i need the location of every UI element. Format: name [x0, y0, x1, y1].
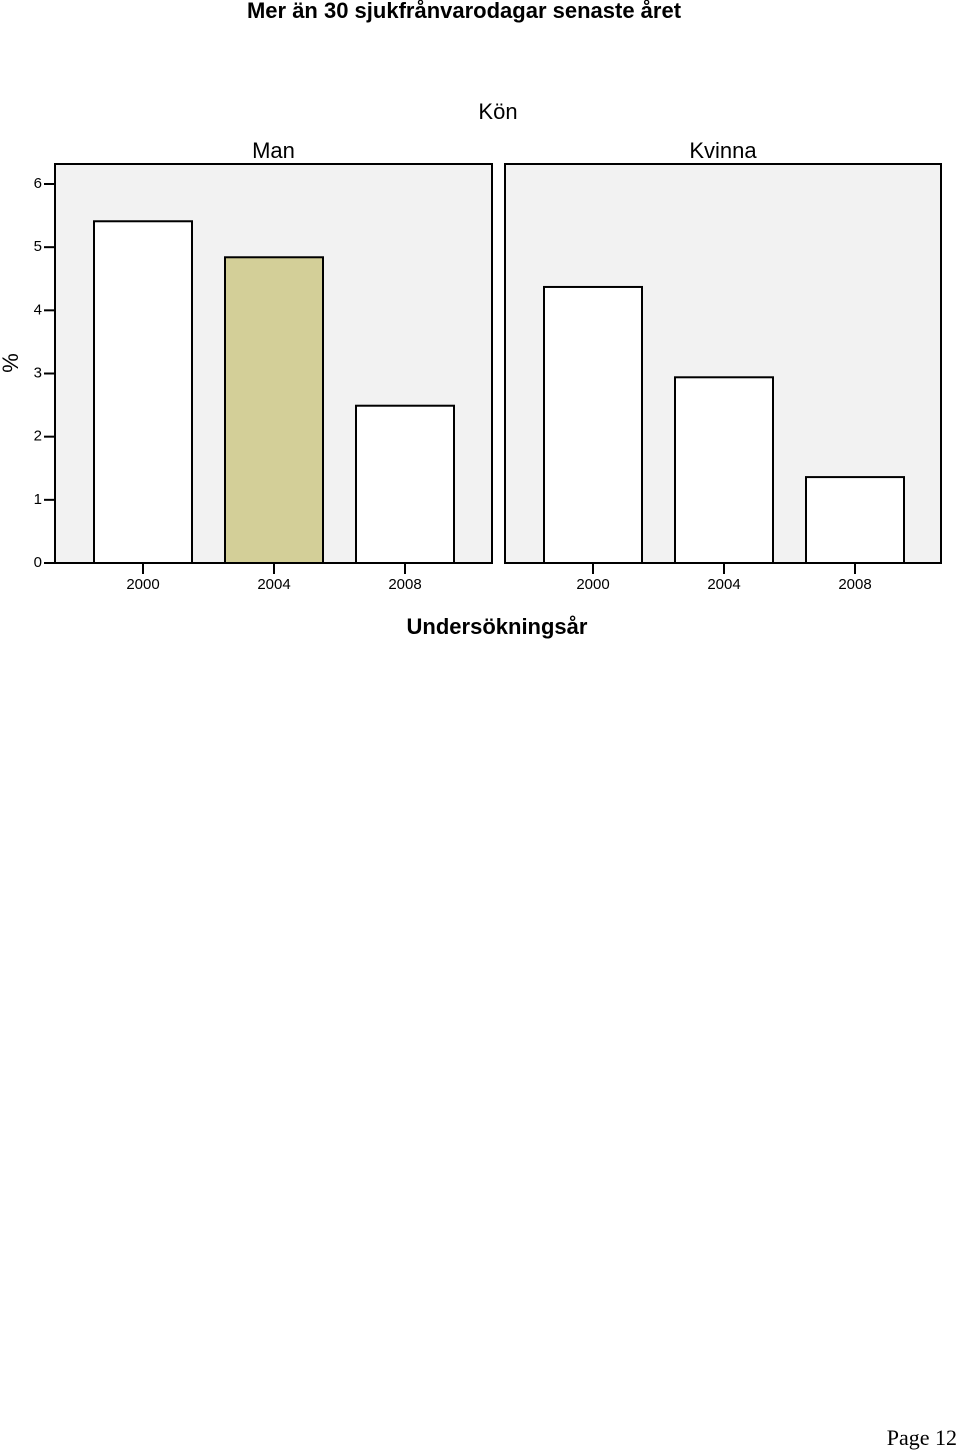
- y-tick-label: 4: [34, 301, 42, 318]
- bar: [543, 285, 643, 564]
- x-tick-label: 2000: [126, 576, 159, 593]
- chart-title: Mer än 30 sjukfrånvarodagar senaste året: [247, 0, 682, 23]
- x-axis-label: Undersökningsår: [407, 614, 588, 639]
- bar: [355, 404, 455, 564]
- page-number: Page 12: [887, 1425, 957, 1450]
- facet-title: Kön: [478, 99, 517, 124]
- x-tick-label: 2004: [707, 576, 740, 593]
- y-tick-label: 6: [34, 175, 42, 192]
- x-tick-label: 2004: [257, 576, 290, 593]
- y-tick-label: 1: [34, 491, 42, 508]
- y-tick-label: 2: [34, 428, 42, 445]
- bar: [674, 376, 774, 565]
- panel-title: Man: [252, 138, 295, 163]
- panel-title: Kvinna: [689, 138, 757, 163]
- y-tick-label: 5: [34, 238, 42, 255]
- bar: [805, 476, 905, 564]
- x-tick-label: 2000: [576, 576, 609, 593]
- x-tick-label: 2008: [838, 576, 871, 593]
- y-tick-label: 0: [34, 554, 42, 571]
- bar: [224, 256, 324, 564]
- bar: [93, 220, 193, 564]
- x-tick-label: 2008: [388, 576, 421, 593]
- y-tick-label: 3: [34, 364, 42, 381]
- y-axis-label: %: [0, 353, 23, 373]
